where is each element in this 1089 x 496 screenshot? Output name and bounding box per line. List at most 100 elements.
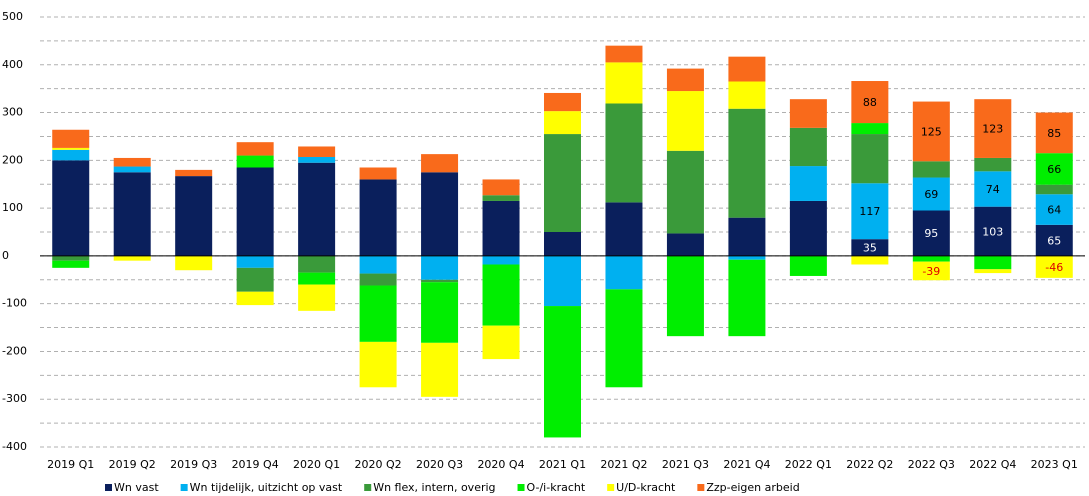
bar-segment bbox=[605, 45, 643, 63]
bar-segment bbox=[974, 171, 1012, 207]
bar-segment bbox=[605, 202, 643, 256]
legend-label: U/D-kracht bbox=[616, 481, 676, 494]
legend-label: Wn tijdelijk, uitzicht op vast bbox=[190, 481, 343, 494]
bar-segment bbox=[912, 210, 950, 256]
bar-segment bbox=[482, 264, 520, 326]
x-tick-label: 2020 Q3 bbox=[416, 458, 463, 471]
bar-segment bbox=[666, 91, 704, 151]
data-label: 74 bbox=[986, 183, 1000, 196]
bar-segment bbox=[789, 166, 827, 201]
bar-segment bbox=[789, 255, 827, 276]
x-tick-label: 2019 Q2 bbox=[109, 458, 156, 471]
bar-segment bbox=[605, 62, 643, 104]
data-label: 69 bbox=[924, 188, 938, 201]
bar-segment bbox=[52, 260, 90, 268]
bar-segment bbox=[52, 160, 90, 256]
bar-segment bbox=[1035, 194, 1073, 225]
bar-segment bbox=[728, 255, 766, 260]
bar-segment bbox=[236, 167, 274, 256]
legend-label: O-/i-kracht bbox=[527, 481, 586, 494]
bar-segment bbox=[728, 81, 766, 109]
bar-segment bbox=[52, 129, 90, 148]
data-label: 35 bbox=[863, 242, 877, 255]
bar-segment bbox=[912, 261, 950, 281]
bar-segment bbox=[851, 183, 889, 240]
bar-segment bbox=[359, 179, 397, 256]
bar-segment bbox=[482, 179, 520, 196]
x-tick-label: 2021 Q2 bbox=[600, 458, 647, 471]
bar-segment bbox=[421, 172, 459, 256]
legend-swatch bbox=[180, 484, 188, 491]
x-tick-label: 2019 Q3 bbox=[170, 458, 217, 471]
grid bbox=[40, 16, 1085, 448]
bar-segment bbox=[359, 255, 397, 274]
data-label: 65 bbox=[1047, 234, 1061, 247]
x-tick-label: 2022 Q4 bbox=[969, 458, 1016, 471]
x-tick-label: 2020 Q2 bbox=[355, 458, 402, 471]
bar-segment bbox=[298, 156, 336, 163]
bar-segment bbox=[298, 272, 336, 285]
legend-swatch bbox=[697, 484, 705, 491]
bar-segment bbox=[421, 282, 459, 343]
data-label: 117 bbox=[859, 205, 880, 218]
data-label: 88 bbox=[863, 96, 877, 109]
bar-segment bbox=[605, 289, 643, 388]
bar-segment bbox=[974, 255, 1012, 270]
bar-segment bbox=[175, 176, 213, 256]
bar-segment bbox=[666, 255, 704, 337]
legend-swatch bbox=[364, 484, 372, 491]
bar-segment bbox=[359, 285, 397, 342]
bar-segment bbox=[52, 147, 90, 150]
bar-segment bbox=[298, 255, 336, 273]
bar-segment bbox=[421, 279, 459, 283]
y-tick-label: -100 bbox=[2, 297, 27, 310]
y-tick-label: 300 bbox=[2, 106, 23, 119]
bar-segment bbox=[236, 142, 274, 156]
data-label: 123 bbox=[982, 123, 1003, 136]
data-label: 95 bbox=[924, 227, 938, 240]
bar-segment bbox=[666, 233, 704, 256]
x-tick-label: 2021 Q1 bbox=[539, 458, 586, 471]
bar-segment bbox=[666, 68, 704, 92]
bar-segment bbox=[974, 206, 1012, 256]
bar-segment bbox=[113, 166, 151, 173]
y-tick-label: 200 bbox=[2, 153, 23, 166]
legend-label: Wn flex, intern, overig bbox=[373, 481, 495, 494]
bar-segment bbox=[298, 284, 336, 311]
y-tick-label: 100 bbox=[2, 201, 23, 214]
bar-segment bbox=[666, 150, 704, 234]
bar-segment bbox=[421, 255, 459, 280]
bar-segment bbox=[482, 255, 520, 265]
bar-segment bbox=[544, 232, 581, 256]
bar-segment bbox=[1035, 184, 1073, 195]
bar-segment bbox=[728, 217, 766, 256]
bar-segment bbox=[298, 146, 336, 157]
y-tick-label: 400 bbox=[2, 58, 23, 71]
bar-segment bbox=[912, 101, 950, 162]
bar-segment bbox=[175, 255, 213, 271]
bar-segment bbox=[52, 255, 90, 261]
bar-segment bbox=[789, 99, 827, 128]
bar-segment bbox=[544, 255, 581, 307]
bar-segment bbox=[421, 154, 459, 173]
bar-segment bbox=[851, 255, 889, 265]
legend-label: Wn vast bbox=[114, 481, 159, 494]
bar-segment bbox=[544, 92, 581, 112]
y-tick-label: -300 bbox=[2, 392, 27, 405]
x-tick-label: 2019 Q4 bbox=[232, 458, 279, 471]
legend-swatch bbox=[105, 484, 112, 491]
bar-segment bbox=[236, 155, 274, 168]
bar-segment bbox=[851, 123, 889, 135]
bar-segment bbox=[359, 167, 397, 180]
bar-segment bbox=[851, 134, 889, 184]
x-tick-label: 2020 Q4 bbox=[477, 458, 524, 471]
bar-segment bbox=[236, 267, 274, 292]
bar-segment bbox=[298, 162, 336, 256]
y-tick-label: 0 bbox=[2, 249, 9, 262]
bar-segment bbox=[974, 157, 1012, 172]
bar-segment bbox=[912, 177, 950, 211]
bar-segment bbox=[851, 81, 889, 124]
bar-segment bbox=[544, 134, 581, 232]
x-tick-label: 2022 Q2 bbox=[846, 458, 893, 471]
data-label: 66 bbox=[1047, 163, 1061, 176]
